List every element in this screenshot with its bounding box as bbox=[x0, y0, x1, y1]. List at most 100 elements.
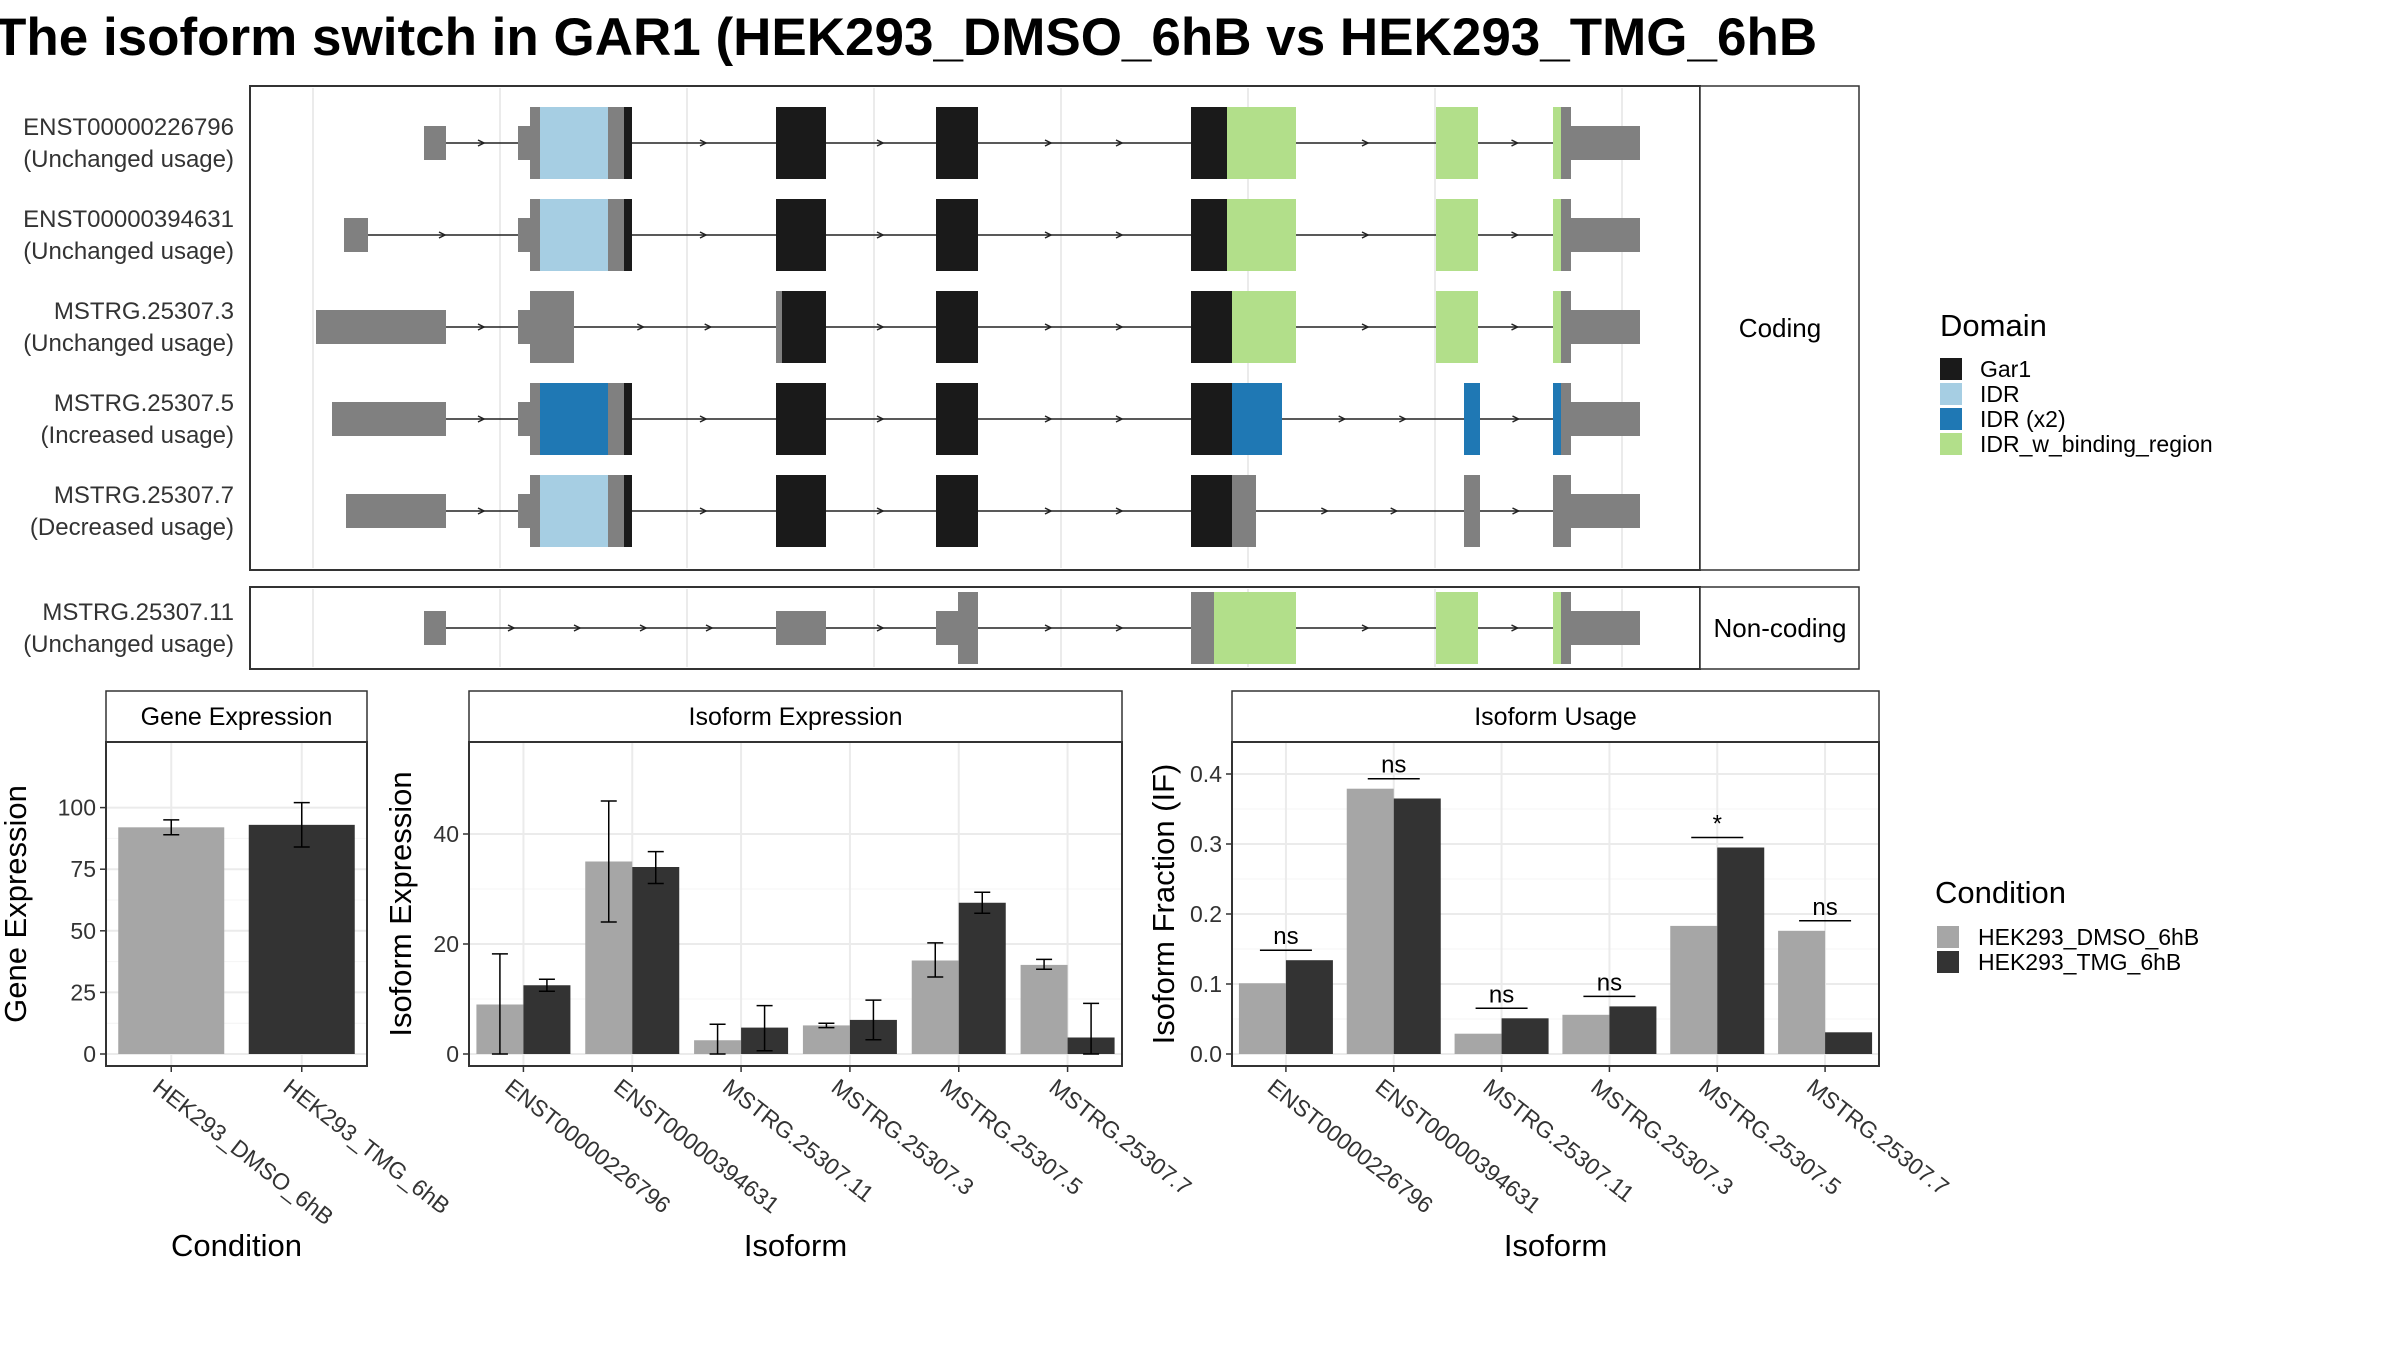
cds-exon bbox=[776, 107, 826, 179]
bar bbox=[248, 824, 355, 1054]
y-axis-title: Isoform Expression bbox=[383, 771, 418, 1036]
cds-exon bbox=[776, 383, 826, 455]
intron-arrow bbox=[1115, 415, 1124, 423]
intron-arrow bbox=[876, 507, 885, 515]
y-tick-label: 0.0 bbox=[1190, 1041, 1222, 1067]
intron-arrow bbox=[1512, 415, 1521, 423]
cds-exon bbox=[776, 475, 826, 547]
domain-legend-swatch bbox=[1940, 358, 1962, 380]
bar bbox=[802, 1025, 850, 1054]
utr-exon bbox=[1571, 218, 1640, 252]
coding-strip bbox=[1699, 85, 1860, 571]
significance-label: * bbox=[1713, 811, 1722, 838]
cds-exon bbox=[530, 291, 574, 363]
domain-legend-label: IDR_w_binding_region bbox=[1980, 431, 2213, 457]
bar bbox=[958, 902, 1006, 1054]
chart-strip bbox=[105, 690, 368, 743]
cds-exon bbox=[624, 107, 632, 179]
intron-arrow bbox=[876, 415, 885, 423]
cds-exon bbox=[608, 383, 624, 455]
y-tick-label: 0.1 bbox=[1190, 971, 1222, 997]
intron-arrow bbox=[1044, 624, 1053, 632]
intron-arrow bbox=[704, 323, 713, 331]
bar bbox=[1393, 798, 1441, 1054]
cds-exon bbox=[530, 475, 540, 547]
intron-arrow bbox=[1044, 323, 1053, 331]
cds-exon bbox=[936, 107, 978, 179]
cds-exon bbox=[936, 383, 978, 455]
y-tick-label: 20 bbox=[433, 931, 459, 957]
domain-legend-title: Domain bbox=[1940, 308, 2047, 343]
bar bbox=[1670, 925, 1718, 1054]
transcript-labels: ENST00000226796 (Unchanged usage) ENST0000… bbox=[23, 114, 234, 658]
transcript-usage-label: (Decreased usage) bbox=[30, 514, 234, 541]
y-tick-label: 0 bbox=[83, 1041, 96, 1067]
cds-exon bbox=[1227, 199, 1296, 271]
significance-label: ns bbox=[1812, 894, 1837, 921]
y-tick-label: 0.3 bbox=[1190, 831, 1222, 857]
transcript-id-label: MSTRG.25307.7 bbox=[54, 482, 234, 509]
cds-exon bbox=[1232, 291, 1296, 363]
intron-arrow bbox=[1044, 139, 1053, 147]
intron-arrow bbox=[477, 139, 486, 147]
intron-arrow bbox=[876, 139, 885, 147]
intron-arrow bbox=[699, 415, 708, 423]
transcript-usage-label: (Unchanged usage) bbox=[23, 631, 234, 658]
utr-exon bbox=[1571, 310, 1640, 344]
transcript-usage-label: (Increased usage) bbox=[41, 422, 234, 449]
cds-exon bbox=[608, 475, 624, 547]
intron-arrow bbox=[699, 139, 708, 147]
x-axis-title: Isoform bbox=[744, 1228, 847, 1263]
bar bbox=[1454, 1033, 1502, 1054]
domain-legend-swatch bbox=[1940, 408, 1962, 430]
intron-arrow bbox=[1044, 231, 1053, 239]
condition-legend-swatch bbox=[1937, 951, 1959, 973]
y-tick-label: 75 bbox=[70, 856, 96, 882]
intron-arrow bbox=[636, 323, 646, 331]
domain-legend-swatch bbox=[1940, 433, 1962, 455]
intron-arrow bbox=[1361, 323, 1370, 331]
chart-title: Isoform Usage bbox=[1474, 703, 1637, 731]
facet-label-coding: Coding bbox=[1739, 313, 1821, 343]
cds-exon bbox=[1191, 107, 1227, 179]
facet-label-noncoding: Non-coding bbox=[1714, 613, 1847, 643]
cds-exon bbox=[1553, 199, 1561, 271]
intron-arrow bbox=[1044, 507, 1053, 515]
intron-arrow bbox=[477, 415, 486, 423]
cds-exon bbox=[1553, 475, 1561, 547]
cds-exon bbox=[1436, 291, 1478, 363]
noncoding-panel bbox=[249, 586, 1701, 670]
cds-exon bbox=[1436, 199, 1478, 271]
cds-exon bbox=[540, 199, 608, 271]
y-tick-label: 0.2 bbox=[1190, 901, 1222, 927]
cds-exon bbox=[958, 592, 978, 664]
cds-exon bbox=[1191, 592, 1214, 664]
cds-exon bbox=[936, 475, 978, 547]
bar bbox=[1285, 960, 1333, 1054]
utr-exon bbox=[344, 218, 368, 252]
utr-exon bbox=[1571, 611, 1640, 645]
cds-exon bbox=[1191, 199, 1227, 271]
intron-arrow bbox=[1398, 415, 1408, 423]
intron-arrow bbox=[1338, 415, 1347, 423]
intron-arrow bbox=[1361, 139, 1370, 147]
transcript-usage-label: (Unchanged usage) bbox=[23, 330, 234, 357]
plot-border bbox=[468, 741, 1123, 1067]
cds-exon bbox=[624, 199, 632, 271]
utr-exon bbox=[332, 402, 446, 436]
figure-title: The isoform switch in GAR1 (HEK293_DMSO_… bbox=[0, 8, 1817, 67]
intron-arrow bbox=[699, 507, 708, 515]
bar bbox=[523, 985, 571, 1054]
significance-label: ns bbox=[1597, 969, 1622, 996]
intron-arrow bbox=[1115, 507, 1124, 515]
cds-exon bbox=[1436, 592, 1478, 664]
cds-exon bbox=[1561, 383, 1571, 455]
cds-exon bbox=[1191, 475, 1232, 547]
utr-exon bbox=[518, 494, 530, 528]
intron-arrow bbox=[639, 624, 648, 632]
bar bbox=[118, 827, 225, 1054]
cds-exon bbox=[540, 475, 608, 547]
chart-strip bbox=[468, 690, 1123, 743]
